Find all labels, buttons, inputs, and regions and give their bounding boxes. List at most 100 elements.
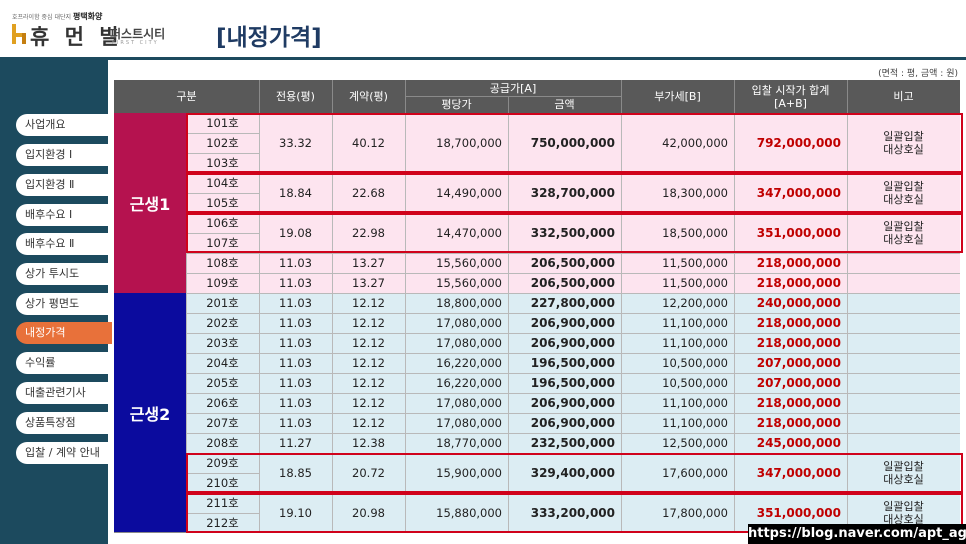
- exclusive-area: 19.10: [279, 506, 312, 520]
- contract-area: 13.27: [352, 276, 385, 290]
- sidebar-item-2[interactable]: 입지환경 Ⅰ: [16, 144, 112, 166]
- grid-line: [507, 113, 509, 533]
- total-price: 218,000,000: [756, 336, 841, 350]
- vat-amount: 11,100,000: [662, 396, 728, 410]
- exclusive-area: 11.03: [279, 276, 312, 290]
- total-price: 245,000,000: [756, 436, 841, 450]
- grid-line: [259, 292, 960, 294]
- total-price: 351,000,000: [756, 506, 841, 520]
- remark: [847, 433, 960, 453]
- price-per-pyeong: 17,080,000: [436, 416, 502, 430]
- total-price: 207,000,000: [756, 376, 841, 390]
- exclusive-area: 11.03: [279, 336, 312, 350]
- header-vat: 부가세[B]: [621, 80, 734, 113]
- grid-line: [186, 312, 259, 314]
- supply-amount: 206,500,000: [530, 276, 615, 290]
- header-contract: 계약(평): [332, 80, 405, 113]
- supply-amount: 232,500,000: [530, 436, 615, 450]
- table-row-bg: [186, 133, 960, 153]
- header-divider: [846, 80, 848, 113]
- sidebar-item-12[interactable]: 입찰 / 계약 안내: [16, 442, 112, 464]
- contract-area: 13.27: [352, 256, 385, 270]
- sidebar-item-5[interactable]: 배후수요 Ⅱ: [16, 233, 112, 255]
- header-divider: [507, 96, 509, 113]
- price-per-pyeong: 15,900,000: [436, 466, 502, 480]
- remark-text: 일괄입찰 대상호실: [883, 460, 924, 486]
- vat-amount: 42,000,000: [662, 136, 728, 150]
- price-per-pyeong: 14,470,000: [436, 226, 502, 240]
- grid-line: [846, 113, 848, 533]
- vat-amount: 11,100,000: [662, 416, 728, 430]
- table-row-bg: [186, 473, 960, 493]
- grid-line: [404, 113, 406, 533]
- group-label: 근생1: [114, 113, 186, 293]
- header-divider: [331, 80, 333, 113]
- grid-line: [186, 152, 259, 154]
- price-per-pyeong: 15,560,000: [436, 256, 502, 270]
- remark-text: 일괄입찰 대상호실: [883, 130, 924, 156]
- vat-amount: 12,200,000: [662, 296, 728, 310]
- grid-line: [186, 432, 259, 434]
- sidebar-item-11[interactable]: 상품특장점: [16, 412, 112, 434]
- sidebar-item-4[interactable]: 배후수요 Ⅰ: [16, 204, 112, 226]
- contract-area: 12.12: [352, 316, 385, 330]
- supply-amount: 196,500,000: [530, 356, 615, 370]
- price-per-pyeong: 16,220,000: [436, 356, 502, 370]
- unit-number: 203호: [206, 336, 239, 350]
- watermark: https://blog.naver.com/apt_agent: [748, 524, 966, 544]
- sidebar-item-1[interactable]: 사업개요: [16, 114, 112, 136]
- sidebar-item-8[interactable]: 내정가격: [16, 322, 112, 344]
- exclusive-area: 11.03: [279, 296, 312, 310]
- price-per-pyeong: 16,220,000: [436, 376, 502, 390]
- table-row-bg: [186, 493, 960, 513]
- header-divider: [0, 57, 966, 60]
- table-row-bg: [186, 173, 960, 193]
- remark-text: 일괄입찰 대상호실: [883, 500, 924, 526]
- highlight-box: [186, 173, 963, 213]
- unit-number: 104호: [206, 176, 239, 190]
- contract-area: 12.12: [352, 396, 385, 410]
- header-per-pyeong: 평당가: [405, 96, 508, 113]
- grid-line: [258, 113, 260, 533]
- total-price: 792,000,000: [756, 136, 841, 150]
- logo-mark-icon: [12, 24, 26, 44]
- group-label: 근생2: [114, 293, 186, 533]
- grid-line: [186, 512, 259, 514]
- total-price: 347,000,000: [756, 466, 841, 480]
- header-divider: [733, 80, 735, 113]
- sidebar-item-6[interactable]: 상가 투시도: [16, 263, 112, 285]
- logo-tagline: 호프라이함 중심 대단지 평택화양: [12, 12, 103, 21]
- exclusive-area: 19.08: [279, 226, 312, 240]
- sidebar-item-3[interactable]: 입지환경 Ⅱ: [16, 174, 112, 196]
- supply-amount: 206,900,000: [530, 396, 615, 410]
- supply-amount: 206,500,000: [530, 256, 615, 270]
- exclusive-area: 11.27: [279, 436, 312, 450]
- remark: 일괄입찰 대상호실: [847, 493, 960, 533]
- sidebar-item-7[interactable]: 상가 평면도: [16, 293, 112, 315]
- remark: 일괄입찰 대상호실: [847, 453, 960, 493]
- header-category: 구분: [114, 80, 259, 113]
- unit-number: 204호: [206, 356, 239, 370]
- table-row-bg: [186, 313, 960, 333]
- vat-amount: 10,500,000: [662, 376, 728, 390]
- price-per-pyeong: 14,490,000: [436, 186, 502, 200]
- page-title: [내정가격]: [216, 25, 322, 51]
- contract-area: 12.12: [352, 296, 385, 310]
- vat-amount: 12,500,000: [662, 436, 728, 450]
- header-exclusive: 전용(평): [259, 80, 332, 113]
- logo-project-name: 퍼스트시티: [110, 27, 166, 41]
- sidebar-item-9[interactable]: 수익률: [16, 352, 112, 374]
- price-per-pyeong: 17,080,000: [436, 316, 502, 330]
- exclusive-area: 11.03: [279, 396, 312, 410]
- exclusive-area: 33.32: [279, 136, 312, 150]
- price-per-pyeong: 17,080,000: [436, 396, 502, 410]
- table-row-bg: [186, 253, 960, 273]
- vat-amount: 11,500,000: [662, 276, 728, 290]
- remark: 일괄입찰 대상호실: [847, 113, 960, 173]
- sidebar-item-10[interactable]: 대출관련기사: [16, 382, 112, 404]
- price-per-pyeong: 18,700,000: [436, 136, 502, 150]
- table-row-bg: [186, 353, 960, 373]
- contract-area: 12.12: [352, 356, 385, 370]
- grid-line: [259, 252, 960, 254]
